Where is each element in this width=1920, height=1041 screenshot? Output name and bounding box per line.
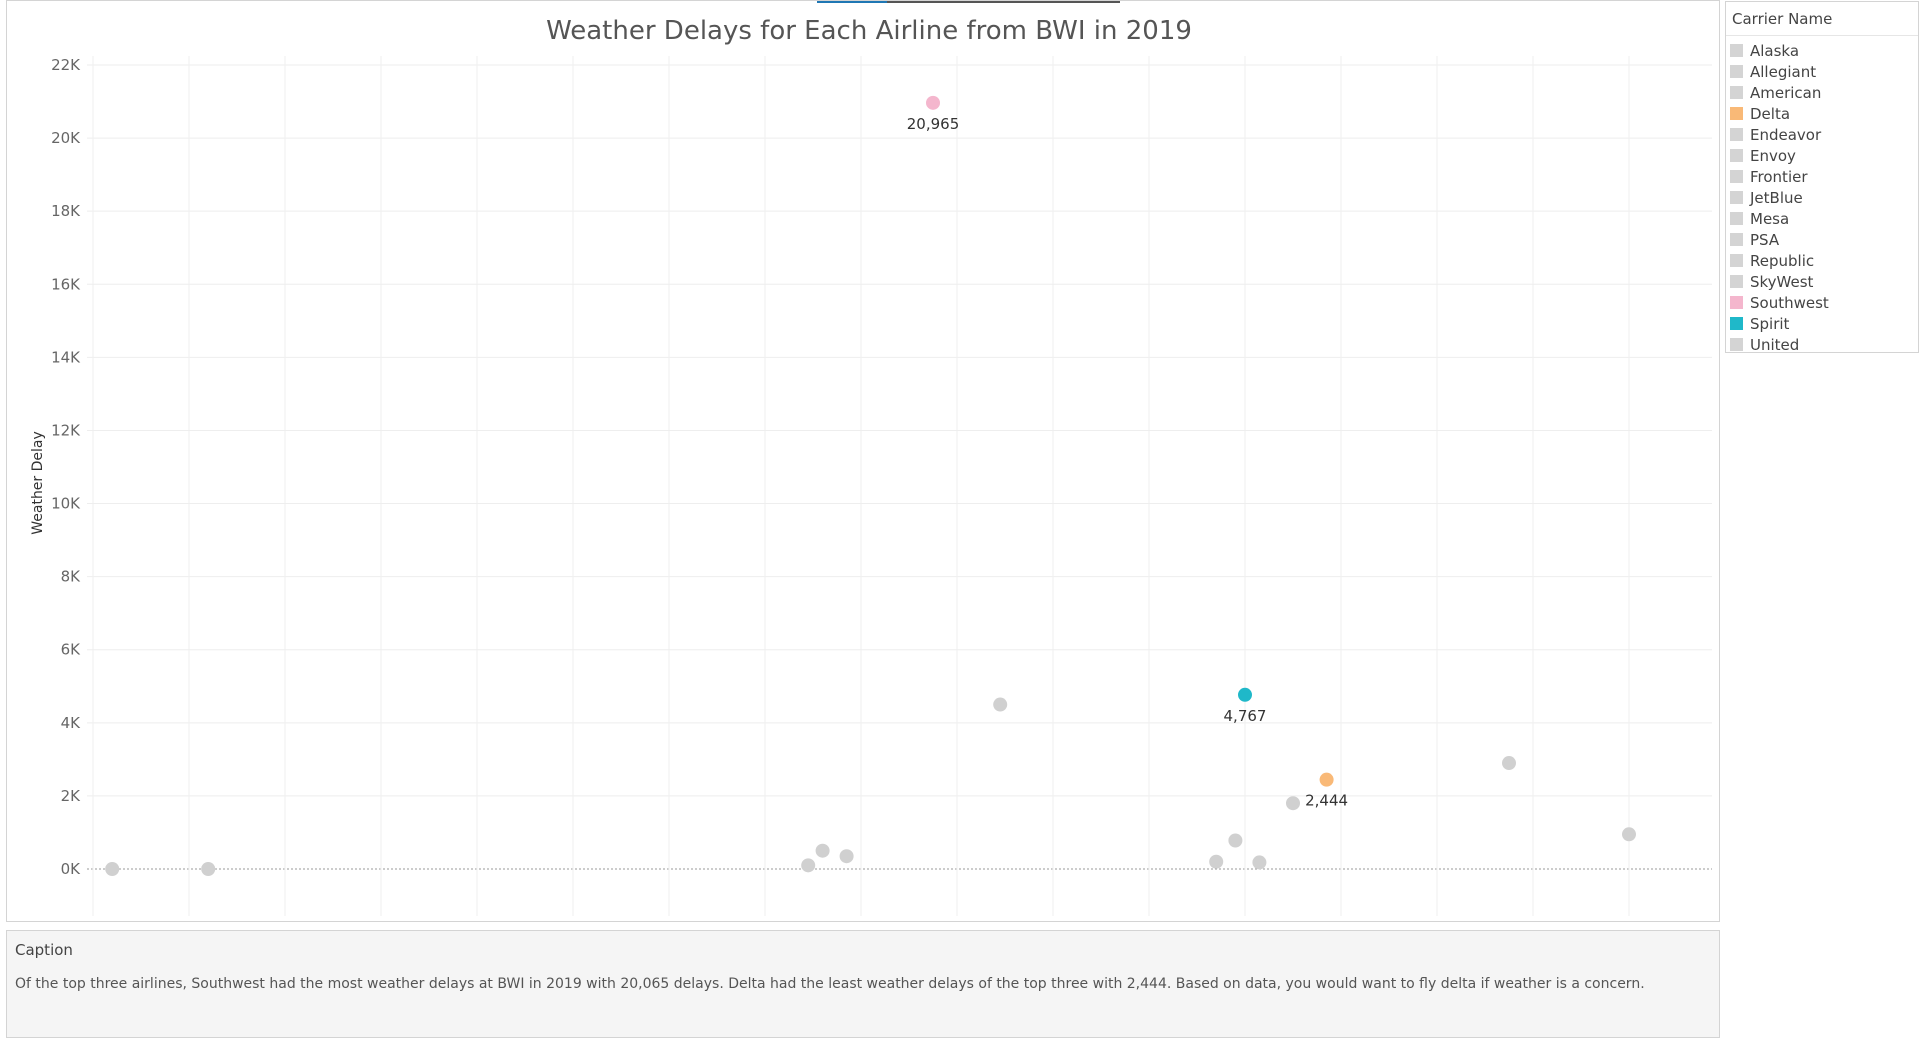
chart-title: Weather Delays for Each Airline from BWI… bbox=[546, 16, 1192, 46]
legend-label: SkyWest bbox=[1750, 272, 1814, 291]
data-label: 2,444 bbox=[1305, 792, 1348, 810]
legend-item[interactable]: Envoy bbox=[1730, 145, 1829, 166]
legend-label: Republic bbox=[1750, 251, 1815, 270]
legend-item[interactable]: PSA bbox=[1730, 229, 1829, 250]
data-point[interactable] bbox=[1286, 796, 1300, 811]
legend-item[interactable]: Republic bbox=[1730, 250, 1829, 271]
data-point[interactable] bbox=[1252, 855, 1267, 870]
legend-label: American bbox=[1750, 83, 1822, 102]
legend-divider bbox=[1726, 35, 1918, 36]
legend-label: Spirit bbox=[1750, 314, 1790, 333]
y-tick-label: 2K bbox=[61, 787, 82, 805]
legend-swatch bbox=[1730, 65, 1743, 78]
legend-swatch bbox=[1730, 233, 1743, 246]
legend-label: United bbox=[1750, 335, 1800, 354]
y-tick-label: 4K bbox=[61, 714, 82, 732]
data-points bbox=[105, 95, 1636, 876]
data-point[interactable] bbox=[1238, 687, 1252, 702]
data-point[interactable] bbox=[839, 849, 854, 864]
y-axis-ticks: 0K 2K 4K 6K 8K 10K 12K 14K 16K 18K 20K 22K bbox=[51, 56, 81, 878]
y-tick-label: 12K bbox=[51, 421, 81, 439]
tab-indicator bbox=[817, 1, 887, 3]
y-tick-label: 8K bbox=[61, 568, 82, 586]
legend-swatch bbox=[1730, 254, 1743, 267]
chart-panel: Weather Delays for Each Airline from BWI… bbox=[6, 0, 1720, 922]
caption-panel: Caption Of the top three airlines, South… bbox=[6, 930, 1720, 1038]
y-tick-label: 22K bbox=[51, 56, 81, 74]
legend-swatch bbox=[1730, 338, 1743, 351]
legend-swatch bbox=[1730, 275, 1743, 288]
data-labels: 20,965 4,767 2,444 bbox=[907, 115, 1348, 810]
y-tick-label: 6K bbox=[61, 641, 82, 659]
y-tick-label: 14K bbox=[51, 348, 81, 366]
data-point[interactable] bbox=[815, 843, 830, 858]
data-point[interactable] bbox=[926, 95, 940, 110]
caption-title: Caption bbox=[15, 941, 73, 959]
data-label: 4,767 bbox=[1224, 707, 1267, 725]
data-point[interactable] bbox=[1502, 756, 1516, 771]
legend-label: JetBlue bbox=[1750, 188, 1803, 207]
legend-label: Alaska bbox=[1750, 41, 1800, 60]
y-axis-title: Weather Delay bbox=[30, 431, 46, 535]
data-point[interactable] bbox=[993, 697, 1008, 712]
legend-item[interactable]: Spirit bbox=[1730, 313, 1829, 334]
legend-swatch bbox=[1730, 128, 1743, 141]
legend-swatch bbox=[1730, 170, 1743, 183]
legend-swatch bbox=[1730, 317, 1743, 330]
legend-item[interactable]: SkyWest bbox=[1730, 271, 1829, 292]
y-tick-label: 18K bbox=[51, 202, 81, 220]
legend-item[interactable]: Alaska bbox=[1730, 40, 1829, 61]
data-point[interactable] bbox=[1228, 833, 1243, 848]
data-label: 20,965 bbox=[907, 115, 960, 133]
legend-title: Carrier Name bbox=[1732, 10, 1833, 28]
legend-item[interactable]: Delta bbox=[1730, 103, 1829, 124]
legend-list: Alaska Allegiant American Delta Endeavor Envo… bbox=[1730, 40, 1829, 355]
tab-indicator-secondary bbox=[887, 1, 1120, 3]
legend-item[interactable]: Allegiant bbox=[1730, 61, 1829, 82]
y-tick-label: 20K bbox=[51, 129, 81, 147]
legend-swatch bbox=[1730, 191, 1743, 204]
scatter-chart: Weather Delays for Each Airline from BWI… bbox=[30, 16, 1712, 916]
legend-swatch bbox=[1730, 296, 1743, 309]
legend-item[interactable]: JetBlue bbox=[1730, 187, 1829, 208]
data-point[interactable] bbox=[201, 862, 216, 876]
y-tick-label: 0K bbox=[61, 860, 82, 878]
legend-swatch bbox=[1730, 212, 1743, 225]
caption-text: Of the top three airlines, Southwest had… bbox=[15, 976, 1645, 992]
legend-item[interactable]: American bbox=[1730, 82, 1829, 103]
legend-label: Endeavor bbox=[1750, 125, 1822, 144]
legend-label: Mesa bbox=[1750, 209, 1790, 228]
legend-label: Allegiant bbox=[1750, 62, 1817, 81]
data-point[interactable] bbox=[1622, 827, 1636, 842]
legend-label: Delta bbox=[1750, 104, 1791, 123]
legend-item[interactable]: Southwest bbox=[1730, 292, 1829, 313]
legend-swatch bbox=[1730, 44, 1743, 57]
legend-label: PSA bbox=[1750, 230, 1780, 249]
legend-label: Envoy bbox=[1750, 146, 1796, 165]
legend-item[interactable]: Mesa bbox=[1730, 208, 1829, 229]
data-point[interactable] bbox=[105, 862, 120, 876]
legend-swatch bbox=[1730, 86, 1743, 99]
y-tick-label: 10K bbox=[51, 495, 81, 513]
legend-item[interactable]: United bbox=[1730, 334, 1829, 355]
y-tick-label: 16K bbox=[51, 275, 81, 293]
data-point[interactable] bbox=[1319, 772, 1334, 787]
legend-label: Southwest bbox=[1750, 293, 1829, 312]
legend-label: Frontier bbox=[1750, 167, 1808, 186]
legend-item[interactable]: Endeavor bbox=[1730, 124, 1829, 145]
legend-swatch bbox=[1730, 149, 1743, 162]
legend-swatch bbox=[1730, 107, 1743, 120]
legend: Carrier Name Alaska Allegiant American Delt… bbox=[1725, 1, 1919, 355]
data-point[interactable] bbox=[1209, 854, 1224, 869]
legend-item[interactable]: Frontier bbox=[1730, 166, 1829, 187]
grid bbox=[87, 56, 1712, 916]
data-point[interactable] bbox=[801, 858, 816, 873]
